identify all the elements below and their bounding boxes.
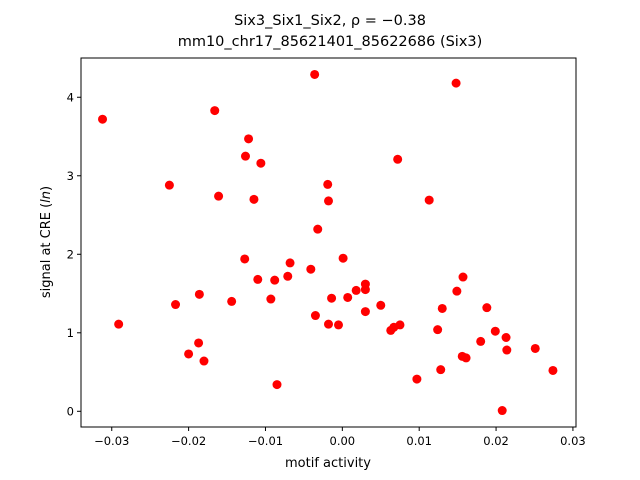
data-point	[240, 254, 250, 264]
data-point	[114, 319, 124, 329]
data-point	[184, 349, 194, 359]
data-point	[338, 253, 348, 263]
data-point	[424, 195, 434, 205]
y-axis-label: signal at CRE (ln)	[39, 186, 54, 298]
data-point	[333, 320, 343, 330]
data-point	[412, 374, 422, 384]
data-point	[210, 106, 220, 116]
data-point	[253, 274, 263, 284]
x-tick-label: 0.00	[330, 434, 356, 448]
data-point	[433, 325, 443, 335]
data-point	[306, 264, 316, 274]
data-point	[98, 114, 108, 124]
data-point	[244, 134, 254, 144]
data-point	[310, 69, 320, 79]
chart-title-line2: mm10_chr17_85621401_85622686 (Six3)	[177, 34, 483, 50]
data-point	[476, 336, 486, 346]
data-point	[395, 320, 405, 330]
data-point	[266, 294, 276, 304]
data-point	[501, 332, 511, 342]
y-tick-label: 4	[67, 90, 74, 104]
x-tick-label: 0.03	[560, 434, 586, 448]
data-point	[452, 286, 462, 296]
data-point	[310, 311, 320, 321]
x-axis-label: motif activity	[285, 456, 371, 471]
data-point	[360, 307, 370, 317]
data-point	[171, 300, 181, 310]
y-tick-label: 1	[67, 326, 74, 340]
data-point	[376, 300, 386, 310]
data-point	[313, 224, 323, 234]
data-point	[490, 326, 500, 336]
data-point	[323, 179, 333, 189]
data-point	[482, 303, 492, 313]
data-point	[530, 343, 540, 353]
data-point	[360, 279, 370, 289]
y-axis-label-italic: ln	[39, 191, 54, 203]
data-point	[343, 292, 353, 302]
data-point	[249, 194, 259, 204]
x-tick-label: −0.03	[94, 434, 129, 448]
data-point	[240, 151, 250, 161]
x-axis: −0.03 −0.02 −0.01 0.00 0.01 0.02 0.03	[94, 427, 586, 448]
data-point	[270, 275, 280, 285]
data-point	[393, 154, 403, 164]
y-axis: 0 1 2 3 4	[67, 90, 81, 418]
data-point	[451, 78, 461, 88]
plot-frame	[80, 57, 577, 428]
y-tick-label: 0	[67, 404, 74, 418]
data-point	[283, 271, 293, 281]
data-point	[548, 365, 558, 375]
data-point	[256, 158, 266, 168]
data-point	[214, 191, 224, 201]
x-tick-label: −0.02	[171, 434, 206, 448]
y-tick-label: 3	[67, 169, 74, 183]
data-point	[199, 356, 209, 366]
data-point	[436, 365, 446, 375]
points-layer	[98, 69, 558, 416]
data-point	[437, 303, 447, 313]
x-tick-label: 0.02	[483, 434, 509, 448]
y-tick-label: 2	[67, 247, 74, 261]
data-point	[327, 293, 337, 303]
data-point	[194, 338, 204, 348]
data-point	[324, 196, 333, 206]
data-point	[227, 296, 237, 306]
y-axis-label-prefix: signal at CRE (	[39, 203, 54, 298]
data-point	[194, 289, 204, 299]
data-point	[497, 406, 507, 416]
y-axis-label-suffix: )	[39, 186, 54, 191]
data-point	[324, 319, 333, 329]
data-point	[461, 353, 471, 363]
x-tick-label: −0.01	[248, 434, 283, 448]
x-tick-label: 0.01	[406, 434, 432, 448]
data-point	[285, 258, 295, 268]
data-point	[272, 380, 282, 390]
data-point	[502, 345, 512, 355]
chart-title-line1: Six3_Six1_Six2, ρ = −0.38	[234, 13, 426, 29]
data-point	[458, 272, 468, 282]
data-point	[351, 285, 361, 295]
data-point	[164, 180, 174, 190]
